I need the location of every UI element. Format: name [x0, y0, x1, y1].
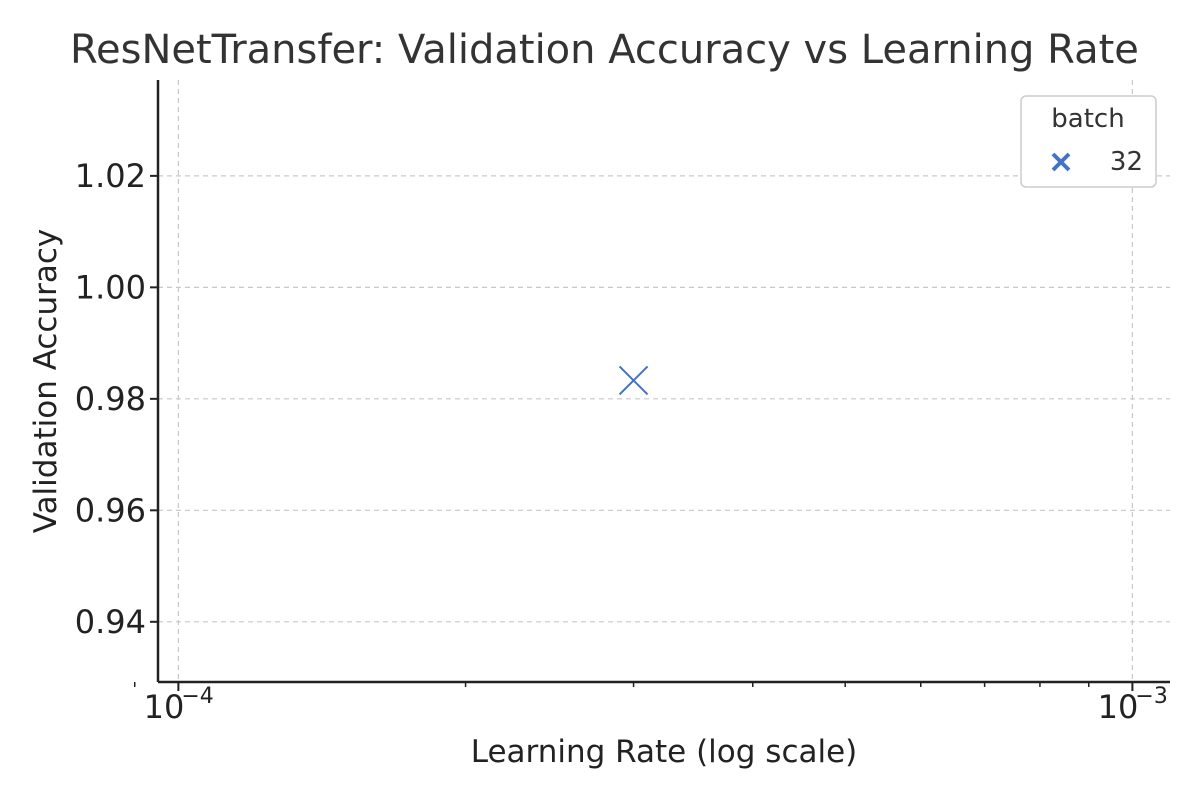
x-axis-label: Learning Rate (log scale) — [471, 734, 858, 770]
legend-box — [1020, 95, 1157, 188]
x-tick-base: 10 — [144, 688, 185, 726]
legend-label: 32 — [1110, 147, 1143, 177]
data-point — [618, 365, 649, 396]
x-ticks: 10−4 10−3 — [133, 682, 1168, 726]
x-tick-label: 10 — [144, 688, 185, 726]
legend: batch 32 — [1020, 95, 1157, 188]
x-tick-exponent: −4 — [181, 684, 213, 709]
y-tick-label: 1.00 — [75, 268, 146, 306]
y-ticks: 0.94 0.96 0.98 1.00 1.02 — [75, 157, 158, 641]
y-tick-label: 1.02 — [75, 157, 146, 195]
x-tick-label: 10 — [1098, 688, 1139, 726]
legend-marker-stroke — [1051, 152, 1071, 172]
x-tick-base: 10 — [1098, 688, 1139, 726]
data-point-stroke — [618, 365, 649, 396]
x-tick-exponent: −3 — [1135, 684, 1167, 709]
y-tick-label: 0.94 — [75, 603, 146, 641]
y-tick-label: 0.96 — [75, 491, 146, 529]
grid — [158, 80, 1170, 682]
chart-title: ResNetTransfer: Validation Accuracy vs L… — [70, 27, 1139, 73]
legend-marker-icon — [1051, 152, 1071, 172]
y-tick-label: 0.98 — [75, 380, 146, 418]
y-axis-label: Validation Accuracy — [28, 229, 64, 533]
data-marks — [618, 365, 649, 396]
legend-title: batch — [1051, 104, 1124, 134]
